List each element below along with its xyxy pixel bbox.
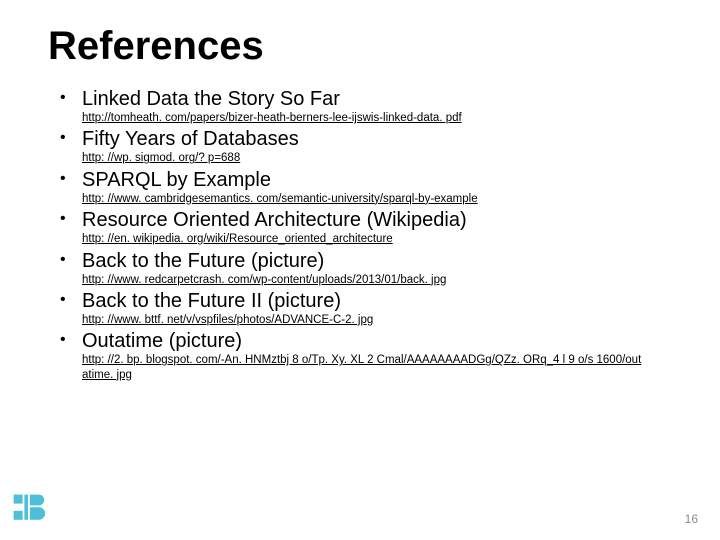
reference-title: Resource Oriented Architecture (Wikipedi… (82, 208, 672, 232)
list-item: Back to the Future (picture) http: //www… (60, 249, 672, 287)
list-item: Fifty Years of Databases http: //wp. sig… (60, 127, 672, 165)
list-item: Back to the Future II (picture) http: //… (60, 289, 672, 327)
reference-title: Back to the Future (picture) (82, 249, 672, 273)
reference-title: Back to the Future II (picture) (82, 289, 672, 313)
reference-link[interactable]: http: //www. bttf. net/v/vspfiles/photos… (82, 313, 642, 327)
reference-link[interactable]: http: //www. cambridgesemantics. com/sem… (82, 192, 642, 206)
reference-link[interactable]: http://tomheath. com/papers/bizer-heath-… (82, 111, 642, 125)
page-title: References (48, 24, 672, 69)
reference-title: Outatime (picture) (82, 329, 672, 353)
reference-link[interactable]: http: //wp. sigmod. org/? p=688 (82, 151, 642, 165)
logo-icon (10, 491, 46, 532)
reference-title: SPARQL by Example (82, 168, 672, 192)
reference-link[interactable]: http: //en. wikipedia. org/wiki/Resource… (82, 232, 642, 246)
references-list: Linked Data the Story So Far http://tomh… (48, 87, 672, 382)
slide: References Linked Data the Story So Far … (0, 0, 720, 540)
reference-title: Fifty Years of Databases (82, 127, 672, 151)
list-item: SPARQL by Example http: //www. cambridge… (60, 168, 672, 206)
list-item: Outatime (picture) http: //2. bp. blogsp… (60, 329, 672, 382)
list-item: Resource Oriented Architecture (Wikipedi… (60, 208, 672, 246)
list-item: Linked Data the Story So Far http://tomh… (60, 87, 672, 125)
reference-link[interactable]: http: //2. bp. blogspot. com/-An. HNMztb… (82, 353, 642, 382)
reference-title: Linked Data the Story So Far (82, 87, 672, 111)
page-number: 16 (685, 512, 698, 526)
reference-link[interactable]: http: //www. redcarpetcrash. com/wp-cont… (82, 273, 642, 287)
